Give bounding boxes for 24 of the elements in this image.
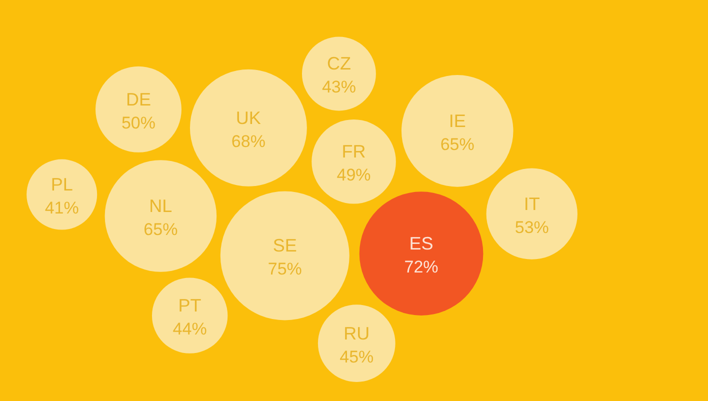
category-label: RU	[344, 323, 370, 344]
data-label: 75%	[268, 260, 302, 279]
data-label: 43%	[322, 78, 356, 97]
data-label: 72%	[404, 258, 438, 277]
category-label: CZ	[326, 54, 351, 74]
data-label: 49%	[336, 166, 371, 185]
category-label: ES	[409, 234, 434, 254]
data-label: 44%	[172, 320, 207, 339]
data-label: 50%	[121, 113, 156, 132]
category-label: PL	[50, 174, 73, 195]
category-label: PT	[178, 296, 202, 316]
category-label: FR	[342, 142, 366, 162]
category-label: IE	[448, 110, 466, 131]
data-label: 45%	[340, 347, 374, 366]
category-label: UK	[236, 108, 261, 128]
category-label: SE	[272, 236, 297, 256]
data-label: 68%	[231, 132, 266, 151]
category-label: IT	[524, 194, 540, 214]
data-label: 41%	[44, 198, 79, 218]
category-label: DE	[126, 89, 152, 110]
data-label: 65%	[144, 220, 178, 240]
category-label: NL	[149, 196, 172, 216]
data-label: 65%	[440, 134, 474, 154]
data-label: 53%	[514, 218, 549, 237]
